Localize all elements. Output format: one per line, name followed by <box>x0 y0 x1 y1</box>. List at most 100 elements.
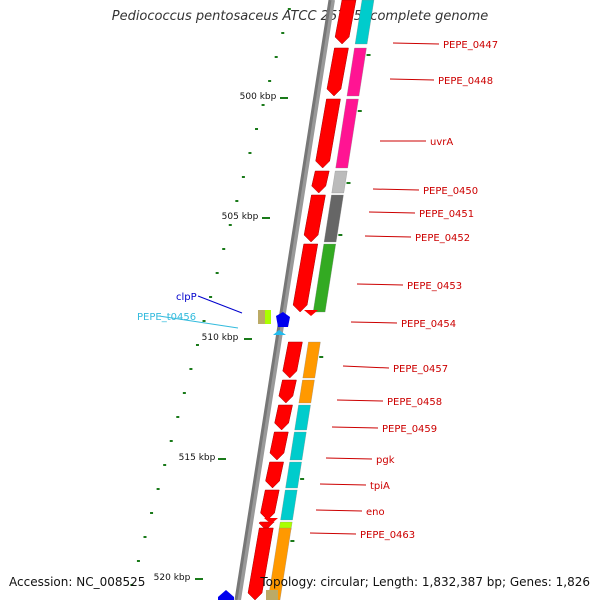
scale-tick <box>281 32 285 34</box>
gene-leader-line <box>325 457 373 460</box>
scale-tick <box>338 234 343 236</box>
cog-bar <box>331 170 348 194</box>
cog-bar <box>289 431 307 461</box>
cog-bar <box>298 379 315 404</box>
scale-tick <box>182 392 186 394</box>
gene-label: pgk <box>376 455 395 466</box>
scale-tick <box>300 478 305 480</box>
reverse-arrow <box>218 590 234 600</box>
scale-tick <box>163 464 167 466</box>
scale-major-tick <box>280 97 288 99</box>
gene-label: PEPE_0453 <box>407 281 462 292</box>
cog-bar <box>294 404 311 431</box>
clpP-arrow <box>276 312 290 327</box>
scale-tick <box>169 440 173 442</box>
gene-label: PEPE_0458 <box>387 397 442 408</box>
cds-arrow <box>303 194 326 243</box>
gene-block <box>266 590 278 600</box>
scale-tick <box>150 512 154 514</box>
topology-label: Topology: circular; Length: 1,832,387 bp… <box>260 575 590 589</box>
scale-tick <box>143 536 147 538</box>
cog-bar <box>335 98 359 169</box>
scale-tick <box>290 540 295 542</box>
cds-small-arrow <box>264 518 278 524</box>
scale-tick <box>195 344 199 346</box>
scale-major-tick <box>262 217 270 219</box>
cds-arrow <box>278 379 297 404</box>
gene-label: PEPE_0454 <box>401 319 456 330</box>
cds-arrow <box>260 489 280 521</box>
gene-leader-line <box>364 235 412 238</box>
gene-label: PEPE_0452 <box>415 233 470 244</box>
gene-leader-line <box>309 532 357 535</box>
scale-major-tick <box>218 458 226 460</box>
cog-bar <box>354 0 375 45</box>
cog-bar <box>312 243 336 313</box>
cog-bar <box>302 341 321 379</box>
scale-tick <box>228 224 232 226</box>
cds-arrow <box>282 341 303 379</box>
cds-arrow <box>269 431 289 461</box>
gene-label: eno <box>366 507 385 518</box>
scale-major-tick <box>244 338 252 340</box>
scale-tick <box>268 80 272 82</box>
gene-label: PEPE_0451 <box>419 209 474 220</box>
gene-leader-line <box>336 399 384 402</box>
scale-tick <box>176 416 180 418</box>
scale-label: 515 kbp <box>179 453 216 463</box>
gene-leader-line <box>319 483 367 486</box>
cog-bar <box>323 194 344 243</box>
scale-tick <box>287 8 291 10</box>
gene-label: tpiA <box>370 481 390 492</box>
scale-tick <box>136 560 140 562</box>
scale-tick <box>235 200 239 202</box>
gene-label: PEPE_0457 <box>393 364 448 375</box>
scale-tick <box>261 104 265 106</box>
gene-leader-line <box>389 78 435 81</box>
scale-tick <box>346 182 351 184</box>
scale-tick <box>248 152 252 154</box>
cog-bar <box>346 47 367 97</box>
gene-label: PEPE_0459 <box>382 424 437 435</box>
scale-tick <box>366 54 371 56</box>
scale-tick <box>202 320 206 322</box>
scale-tick <box>274 56 278 58</box>
cog-bar <box>267 527 292 600</box>
cds-arrow <box>334 0 357 45</box>
cds-arrow <box>265 461 284 489</box>
scale-tick <box>156 488 160 490</box>
scale-label: 520 kbp <box>154 573 191 583</box>
cds-arrow <box>274 404 293 431</box>
cog-bar <box>280 489 298 521</box>
gene-label: uvrA <box>430 137 453 148</box>
gene-leader-line <box>331 426 379 429</box>
scale-major-tick <box>195 578 203 580</box>
cds-arrow <box>326 47 349 97</box>
map-title: Pediococcus pentosaceus ATCC 25745, comp… <box>111 9 489 24</box>
scale-tick <box>255 128 259 130</box>
gene-leader-line <box>392 42 440 45</box>
scale-label: 500 kbp <box>240 92 277 102</box>
gene-label: PEPE_0463 <box>360 530 415 541</box>
gene-block <box>265 310 271 324</box>
scale-label: 510 kbp <box>202 333 239 343</box>
gene-leader-line <box>315 509 363 512</box>
accession-label: Accession: NC_008525 <box>9 575 146 589</box>
cds-arrow <box>311 170 330 194</box>
scale-tick <box>357 110 362 112</box>
cds-arrow <box>292 243 319 313</box>
gene-leader-line <box>342 365 390 369</box>
gene-block <box>258 310 266 324</box>
gene-leader-line <box>158 315 239 329</box>
scale-tick <box>189 368 193 370</box>
gene-label: PEPE_0448 <box>438 76 493 87</box>
scale-tick <box>241 176 245 178</box>
cds-arrow <box>315 98 341 169</box>
cds-small-arrow <box>304 310 318 316</box>
gene-leader-line <box>368 211 416 214</box>
gene-leader-line <box>197 295 243 314</box>
scale-tick <box>215 272 219 274</box>
gene-leader-line <box>350 321 398 324</box>
gene-label: PEPE_t0456 <box>137 312 196 323</box>
